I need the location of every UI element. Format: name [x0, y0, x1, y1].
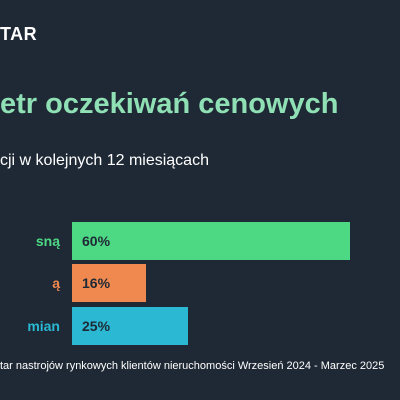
category-label: ą — [52, 275, 60, 291]
source-footnote: tar nastrojów rynkowych klientów nieruch… — [0, 360, 385, 372]
bar — [72, 307, 188, 345]
category-label: sną — [35, 233, 60, 249]
bar-value-label: 16% — [82, 275, 111, 291]
bar-value-label: 60% — [82, 233, 111, 249]
bar — [72, 264, 146, 302]
bar-value-label: 25% — [82, 318, 111, 334]
brand-logo-text: TAR — [0, 24, 38, 44]
chart-subtitle: cji w kolejnych 12 miesiącach — [0, 152, 209, 169]
bar — [72, 222, 350, 260]
category-label: mian — [27, 318, 60, 334]
chart-title: etr oczekiwań cenowych — [0, 88, 339, 120]
